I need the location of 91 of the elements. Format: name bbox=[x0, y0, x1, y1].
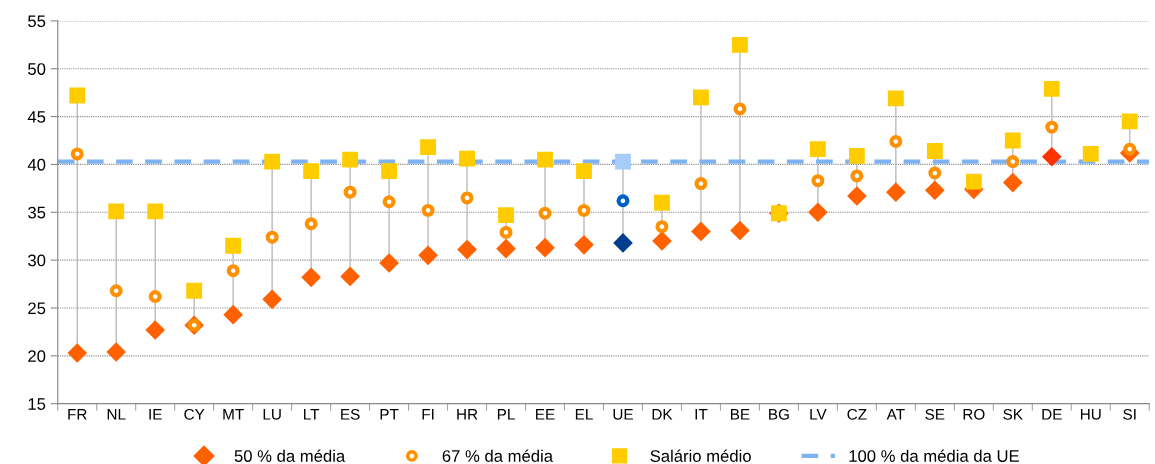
y-tick-label: 45 bbox=[27, 111, 46, 123]
x-tick-label: EE bbox=[536, 409, 555, 420]
point bbox=[808, 202, 828, 223]
x-tick-label: SI bbox=[1123, 408, 1136, 420]
point bbox=[535, 237, 555, 258]
x-tick-label: FI bbox=[422, 409, 434, 420]
x-tick-label: HU bbox=[1080, 409, 1101, 420]
point bbox=[225, 237, 242, 254]
point bbox=[925, 180, 945, 201]
point bbox=[730, 220, 750, 241]
point bbox=[67, 343, 88, 363]
point bbox=[147, 203, 164, 220]
point bbox=[1002, 172, 1023, 193]
point bbox=[145, 320, 166, 340]
x-tick-label: MT bbox=[223, 409, 244, 420]
point bbox=[848, 147, 865, 164]
point bbox=[498, 207, 514, 224]
x-tick-label: LU bbox=[263, 409, 281, 420]
y-tick-label: 55 bbox=[28, 15, 46, 28]
x-tick-label: CY bbox=[184, 408, 205, 420]
point bbox=[186, 282, 203, 299]
point bbox=[926, 143, 943, 159]
point bbox=[652, 231, 672, 251]
point bbox=[537, 151, 553, 168]
point bbox=[691, 221, 711, 242]
x-tick-label: RO bbox=[963, 408, 985, 420]
point bbox=[1043, 80, 1060, 97]
y-tick-label: 40 bbox=[27, 158, 46, 171]
point bbox=[732, 36, 748, 53]
y-tick-label: 15 bbox=[28, 398, 46, 410]
point bbox=[262, 289, 282, 310]
point bbox=[654, 194, 670, 211]
point bbox=[1121, 113, 1138, 130]
point bbox=[381, 163, 398, 180]
x-tick-label: LV bbox=[810, 409, 827, 420]
point bbox=[342, 151, 359, 168]
point bbox=[809, 141, 826, 158]
x-tick-label: DE bbox=[1042, 409, 1062, 420]
legend-label: 100 % da média da UE bbox=[849, 449, 1019, 462]
point bbox=[69, 87, 86, 104]
x-tick-label: DK bbox=[652, 409, 673, 420]
y-tick-label: 35 bbox=[28, 206, 46, 219]
x-tick-label: PT bbox=[380, 409, 399, 420]
point bbox=[379, 253, 399, 273]
point bbox=[886, 182, 906, 202]
point bbox=[108, 203, 125, 220]
legend-label: Salário médio bbox=[650, 449, 751, 462]
x-tick-label: BE bbox=[730, 409, 750, 420]
x-tick-label: EL bbox=[575, 409, 593, 420]
y-tick-label: 30 bbox=[28, 254, 46, 267]
point bbox=[1004, 132, 1021, 149]
point bbox=[613, 233, 633, 253]
point bbox=[496, 238, 516, 259]
x-tick-label: IT bbox=[695, 409, 708, 420]
legend-label: 50 % da média bbox=[234, 449, 346, 462]
x-tick-label: AT bbox=[886, 409, 905, 420]
legend-label: 67 % da média bbox=[442, 449, 554, 462]
x-tick-label: BG bbox=[769, 408, 789, 420]
x-tick-label: SE bbox=[925, 408, 945, 420]
point bbox=[301, 267, 321, 288]
point bbox=[576, 163, 592, 180]
x-tick-label: LT bbox=[304, 409, 320, 420]
point bbox=[965, 173, 982, 190]
point bbox=[420, 139, 436, 156]
point bbox=[1082, 145, 1099, 162]
point bbox=[1041, 146, 1062, 167]
x-tick-label: NL bbox=[107, 409, 126, 420]
x-tick-label: IE bbox=[149, 409, 162, 420]
y-tick-label: 20 bbox=[28, 350, 46, 363]
point bbox=[418, 245, 438, 266]
point bbox=[847, 186, 867, 206]
point bbox=[223, 304, 243, 325]
point bbox=[106, 342, 127, 362]
point bbox=[264, 153, 281, 170]
y-tick-label: 50 bbox=[28, 63, 46, 75]
point bbox=[459, 150, 475, 167]
y-tick-label: 25 bbox=[28, 302, 46, 315]
point bbox=[887, 90, 904, 107]
point bbox=[457, 239, 477, 260]
x-tick-label: UE bbox=[613, 409, 633, 420]
point bbox=[693, 89, 709, 106]
point bbox=[615, 153, 631, 170]
point bbox=[574, 235, 594, 255]
x-tick-label: SK bbox=[1003, 408, 1023, 420]
point bbox=[303, 163, 320, 180]
x-tick-label: ES bbox=[341, 408, 360, 420]
x-tick-label: HR bbox=[457, 409, 478, 420]
point bbox=[340, 266, 360, 287]
x-tick-label: CZ bbox=[847, 408, 867, 420]
x-tick-label: FR bbox=[68, 409, 87, 420]
x-tick-label: PL bbox=[497, 409, 515, 420]
